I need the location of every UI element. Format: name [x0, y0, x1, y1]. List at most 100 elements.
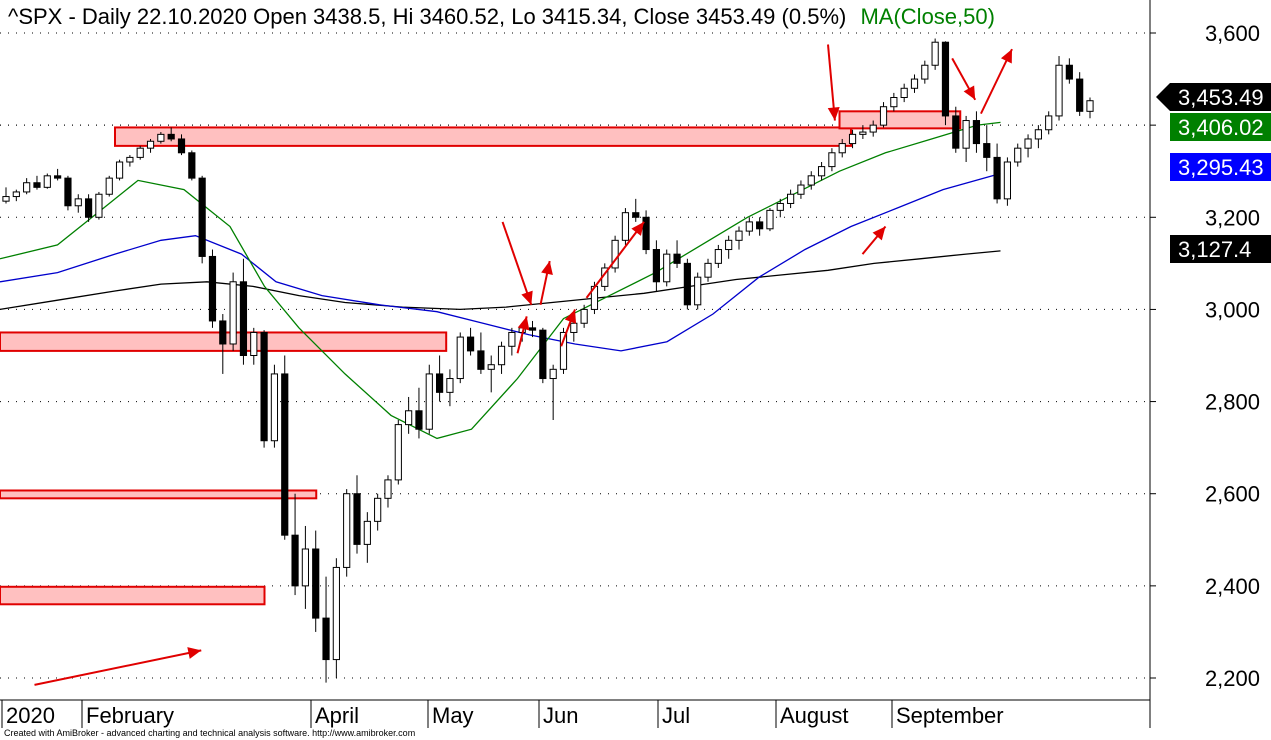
candle — [962, 115, 970, 162]
candle-body — [652, 249, 660, 283]
moving-averages — [0, 121, 1001, 440]
candle — [776, 198, 784, 218]
price-zone — [0, 585, 266, 606]
candle — [250, 327, 258, 365]
candle-body — [291, 534, 299, 587]
credit-text: Created with AmiBroker - advanced charti… — [4, 728, 415, 738]
candle — [353, 475, 361, 554]
candle — [260, 330, 268, 448]
arrow-head — [521, 290, 533, 305]
candle-body — [756, 221, 764, 230]
arrow-shaft — [501, 221, 533, 306]
candle — [931, 38, 939, 70]
candle — [312, 530, 320, 632]
candle — [487, 355, 495, 393]
candle-body — [332, 566, 340, 661]
candle-body — [528, 327, 537, 331]
candle-body — [1065, 64, 1073, 80]
candle — [33, 175, 41, 190]
candle-body — [890, 97, 898, 108]
annotation-arrows — [34, 44, 1013, 686]
candle — [879, 102, 888, 128]
candle — [405, 396, 413, 434]
price-tag: 3,453.49 — [1156, 83, 1271, 111]
candle — [528, 320, 537, 338]
candle-body — [353, 493, 361, 545]
candle — [632, 198, 640, 222]
candle-body — [776, 202, 784, 211]
arrow-shaft — [585, 221, 645, 299]
candle-body — [807, 175, 815, 186]
candle — [714, 244, 722, 268]
candle — [766, 208, 774, 232]
candle-body — [146, 140, 155, 149]
candle-body — [198, 177, 206, 257]
ma50-line — [0, 121, 1001, 440]
y-tick-label: 3,200 — [1205, 205, 1260, 230]
candle — [301, 525, 309, 609]
arrow-head — [564, 309, 577, 324]
candle — [343, 489, 351, 577]
y-tick-label: 2,400 — [1205, 574, 1260, 599]
candle-body — [983, 143, 991, 158]
candle — [363, 512, 371, 563]
candle — [384, 475, 392, 508]
candle-body — [745, 221, 753, 232]
candle-body — [229, 281, 237, 345]
candle — [890, 92, 898, 112]
y-tick-label: 2,800 — [1205, 390, 1260, 415]
candle — [663, 249, 671, 287]
candle-body — [611, 239, 619, 269]
candle — [2, 187, 10, 204]
candle-body — [559, 331, 568, 370]
candle-body — [859, 131, 867, 135]
month-label: September — [896, 703, 1004, 728]
candle — [436, 355, 444, 402]
candle — [1045, 111, 1053, 135]
candle — [652, 240, 660, 291]
candle-body — [456, 336, 464, 380]
candle — [239, 258, 248, 365]
candle-body — [95, 193, 103, 218]
candle — [446, 369, 454, 407]
candle — [177, 134, 186, 156]
y-tick-label: 2,600 — [1205, 482, 1260, 507]
candle-body — [374, 497, 382, 522]
candle-body — [384, 479, 392, 499]
candle — [694, 272, 702, 310]
ma-legend-label: MA(Close,50) — [860, 4, 994, 29]
candle — [167, 127, 175, 142]
candle-body — [1086, 100, 1094, 112]
candle — [787, 189, 795, 209]
candle — [1055, 56, 1063, 121]
candle — [559, 327, 568, 374]
annotation-arrow — [34, 647, 202, 686]
price-tag-label: 3,295.43 — [1178, 155, 1264, 180]
month-label: Jun — [543, 703, 578, 728]
candle — [43, 173, 51, 189]
month-label: Jul — [662, 703, 690, 728]
price-tag-label: 3,453.49 — [1178, 85, 1264, 110]
candle-body — [425, 373, 433, 430]
candle-body — [683, 262, 691, 306]
candle-body — [580, 308, 588, 324]
price-tag-bg — [1156, 83, 1271, 111]
candle-body — [910, 78, 919, 89]
candle-body — [725, 239, 733, 251]
candle — [198, 175, 206, 264]
candle — [580, 304, 588, 328]
candle — [1076, 72, 1084, 116]
candle-body — [962, 120, 970, 149]
candle-body — [621, 212, 630, 241]
candle — [415, 387, 423, 439]
candle-body — [322, 617, 330, 661]
arrow-head — [827, 107, 840, 121]
chart-header: ^SPX - Daily 22.10.2020 Open 3438.5, Hi … — [8, 4, 995, 29]
annotation-arrow — [516, 316, 530, 354]
price-tag-label: 3,406.02 — [1178, 115, 1264, 140]
candle-body — [817, 166, 826, 177]
candle — [95, 191, 103, 220]
candle — [817, 162, 826, 181]
price-zone — [838, 110, 962, 130]
price-tag: 3,127.4 — [1170, 235, 1271, 263]
